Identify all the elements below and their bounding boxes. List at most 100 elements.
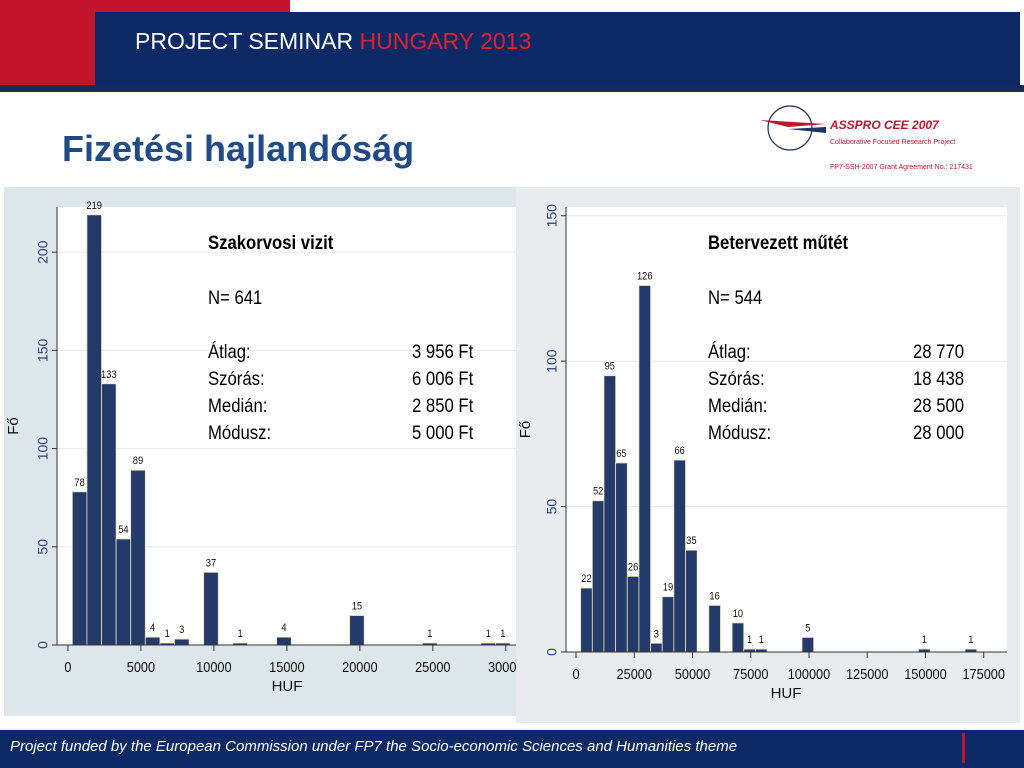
bar-label: 89: [133, 456, 144, 468]
y-tick-label: 150: [544, 204, 560, 228]
y-tick-label: 0: [35, 641, 51, 649]
bar-label: 1: [968, 634, 973, 646]
x-axis-label: HUF: [272, 678, 303, 695]
x-tick-label: 125000: [846, 665, 889, 682]
stat-value: 28 500: [913, 395, 964, 416]
bar-label: 15: [352, 601, 363, 613]
header-title-part1: PROJECT SEMINAR: [135, 28, 354, 54]
y-axis-label: Fő: [5, 417, 22, 435]
bar: [101, 383, 117, 646]
x-tick-label: 50000: [675, 665, 711, 682]
stat-label: Szórás:: [208, 368, 265, 389]
bar: [650, 642, 663, 653]
bar-label: 16: [709, 591, 720, 603]
stat-label: Módusz:: [708, 422, 771, 443]
bar: [603, 375, 617, 653]
bar-label: 26: [628, 562, 639, 574]
bar-label: 133: [101, 369, 117, 381]
bar: [174, 638, 190, 646]
bar-label: 1: [500, 628, 505, 640]
bar-label: 5: [805, 623, 810, 635]
bar-label: 1: [238, 628, 243, 640]
bar: [661, 596, 675, 653]
annotation-title: Betervezett műtét: [708, 232, 848, 253]
bar: [130, 469, 146, 646]
bar-label: 22: [581, 573, 592, 585]
bar-label: 1: [165, 628, 170, 640]
x-tick-label: 30000: [488, 658, 524, 675]
bar: [731, 622, 745, 653]
bar: [71, 491, 88, 646]
x-axis-label: HUF: [771, 685, 802, 702]
stat-label: Medián:: [708, 395, 767, 416]
bar: [801, 637, 815, 653]
bar: [638, 285, 651, 653]
stat-value: 5 000 Ft: [412, 422, 473, 443]
bar: [144, 636, 161, 646]
y-tick-label: 200: [35, 240, 51, 264]
y-tick-label: 150: [35, 338, 51, 362]
y-tick-label: 0: [544, 648, 560, 656]
bar-label: 1: [922, 634, 927, 646]
stat-value: 6 006 Ft: [412, 368, 473, 389]
x-tick-label: 5000: [127, 658, 156, 675]
x-tick-label: 25000: [415, 658, 451, 675]
bar-label: 95: [605, 361, 616, 373]
bar: [615, 462, 628, 653]
bar: [673, 459, 686, 653]
annotation-n: N= 641: [208, 287, 262, 308]
header-stripe: [0, 85, 1024, 92]
bar-label: 1: [486, 628, 491, 640]
bar-label: 35: [686, 536, 697, 548]
stat-label: Módusz:: [208, 422, 271, 443]
bar-label: 3: [654, 629, 659, 641]
annotation-title: Szakorvosi vizit: [208, 232, 333, 253]
logo-grant: FP7-SSH-2007 Grant Agreement No.: 217431: [830, 164, 973, 171]
logo-subtitle: Collaborative Focused Research Project: [830, 139, 956, 146]
bar-label: 126: [637, 271, 653, 283]
bar-label: 4: [150, 623, 155, 635]
bar-label: 66: [674, 445, 685, 457]
bar: [591, 500, 605, 653]
slide-title: Fizetési hajlandóság: [62, 128, 415, 169]
footer-accent: [962, 733, 965, 763]
bar: [86, 214, 102, 646]
stat-label: Medián:: [208, 395, 267, 416]
x-tick-label: 15000: [269, 658, 305, 675]
bar: [203, 571, 219, 646]
y-tick-label: 100: [544, 349, 560, 373]
x-tick-label: 20000: [342, 658, 378, 675]
bar-label: 65: [616, 448, 627, 460]
bar-label: 3: [179, 624, 184, 636]
stat-value: 28 770: [913, 341, 964, 362]
x-tick-label: 0: [572, 665, 579, 682]
stat-label: Átlag:: [208, 341, 251, 362]
y-tick-label: 50: [544, 499, 560, 515]
header-title: PROJECT SEMINAR HUNGARY 2013: [135, 28, 531, 55]
bar-label: 1: [747, 634, 752, 646]
bar-label: 4: [281, 623, 286, 635]
bar: [708, 605, 721, 653]
y-tick-label: 50: [35, 539, 51, 555]
x-tick-label: 100000: [788, 665, 831, 682]
stat-value: 2 850 Ft: [412, 395, 473, 416]
stat-label: Szórás:: [708, 368, 765, 389]
bar: [276, 636, 292, 646]
x-tick-label: 150000: [904, 665, 947, 682]
x-tick-label: 75000: [733, 665, 769, 682]
logo-name: ASSPRO CEE 2007: [830, 118, 939, 132]
header-title-part2: HUNGARY 2013: [359, 28, 532, 54]
annotation-n: N= 544: [708, 287, 762, 308]
bar-label: 37: [206, 558, 217, 570]
bar-label: 52: [593, 486, 604, 498]
footer-bar: [0, 730, 1024, 768]
x-tick-label: 0: [64, 658, 71, 675]
bar-label: 19: [663, 582, 674, 594]
bar-label: 1: [759, 634, 764, 646]
bar: [626, 575, 640, 653]
bar: [349, 615, 365, 646]
x-tick-label: 175000: [962, 665, 1005, 682]
header-bar: [95, 12, 1020, 85]
stat-value: 3 956 Ft: [412, 341, 473, 362]
